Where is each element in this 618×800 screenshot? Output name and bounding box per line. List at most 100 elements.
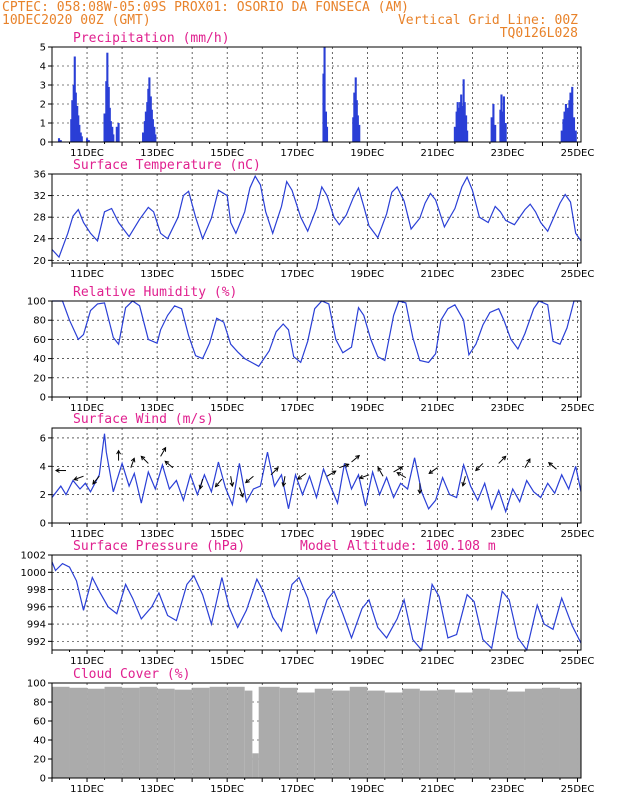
y-tick-label: 60 (33, 717, 46, 728)
humidity-title: Relative Humidity (%) (73, 285, 237, 300)
y-tick-label: 20 (33, 256, 46, 267)
x-tick-label: 19DEC (350, 269, 384, 280)
precip-bar (106, 52, 109, 143)
x-tick-label: 13DEC (140, 529, 174, 540)
wind-arrow-head (130, 457, 136, 463)
humidity-frame (51, 300, 582, 398)
cloud-bar (209, 686, 228, 778)
wind-arrow-head (164, 460, 170, 466)
precip-bar (147, 88, 150, 142)
wind-arrow (498, 456, 507, 464)
precip-bar (115, 126, 118, 142)
precip-bar (87, 140, 90, 142)
wind-arrow (428, 467, 438, 474)
precip-bar (111, 126, 114, 142)
wind-arrow (199, 478, 204, 489)
x-tick-label: 19DEC (350, 529, 384, 540)
wind-arrow-head (344, 463, 350, 468)
cloud-bar (297, 692, 315, 778)
precip-bar (149, 96, 152, 142)
wind-arrow-head (281, 482, 287, 488)
x-tick-label: 13DEC (140, 148, 174, 159)
x-tick-label: 17DEC (280, 529, 314, 540)
wind-arrow-head (398, 466, 404, 471)
wind-arrow (339, 463, 349, 469)
wind-arrow (297, 472, 307, 480)
precip-bar (354, 77, 357, 142)
wind-arrow-head (501, 455, 507, 461)
x-tick-label: 11DEC (70, 529, 104, 540)
x-tick-label: 25DEC (561, 148, 595, 159)
cloud-bar (437, 689, 455, 778)
precip-bar (117, 123, 120, 142)
precip-bar (148, 77, 151, 142)
precip-bar (144, 111, 147, 142)
x-tick-label: 13DEC (140, 269, 174, 280)
y-tick-label: 24 (33, 234, 46, 245)
precip-bar (76, 105, 79, 142)
x-tick-label: 13DEC (140, 403, 174, 414)
x-tick-label: 17DEC (280, 148, 314, 159)
y-tick-label: 60 (33, 335, 46, 346)
pressure-panel: Surface Pressure (hPa) Model Altitude: 10… (21, 539, 595, 667)
temperature-line (51, 174, 582, 259)
x-tick-label: 21DEC (420, 269, 454, 280)
precip-bar (352, 117, 355, 142)
precip-bar (465, 115, 468, 142)
x-tick-label: 21DEC (420, 784, 454, 795)
precip-bar (73, 56, 76, 142)
precip-bar (70, 119, 73, 142)
cloud-bar (419, 690, 438, 778)
wind-arrow-head (377, 466, 382, 472)
wind-arrow-head (331, 470, 337, 475)
x-tick-label: 11DEC (70, 403, 104, 414)
cloud-bar (279, 687, 298, 778)
precip-bar (324, 111, 328, 142)
x-tick-label: 21DEC (420, 403, 454, 414)
y-tick-label: 0 (40, 774, 46, 785)
precip-bar (459, 102, 462, 142)
x-tick-label: 15DEC (210, 269, 244, 280)
x-tick-label: 15DEC (210, 403, 244, 414)
wind-arrow (377, 467, 384, 477)
precip-bar (71, 100, 74, 142)
wind-arrow (215, 478, 223, 488)
precip-bar (456, 102, 459, 142)
temperature-title: Surface Temperature (nC) (73, 158, 261, 173)
x-tick-label: 25DEC (561, 269, 595, 280)
precip-bar (325, 126, 329, 142)
wind-arrow-head (245, 478, 250, 484)
wind-panel: Surface Wind (m/s) 0 2 4 6 11DEC 13DEC 15DEC 17D… (40, 412, 595, 540)
precip-bar (78, 124, 81, 142)
wind-arrow-head (140, 455, 146, 461)
wind-arrow (92, 475, 100, 485)
precip-bar (455, 111, 458, 142)
temperature-panel: Surface Temperature (nC) 20 24 28 32 36 11DEC 1… (33, 158, 594, 280)
y-tick-label: 992 (27, 637, 46, 648)
y-tick-label: 80 (33, 698, 46, 709)
precip-bar (462, 79, 465, 142)
precip-bar (562, 119, 565, 142)
cloud-bar (577, 687, 581, 778)
y-tick-label: 4 (40, 462, 46, 473)
y-tick-label: 32 (33, 191, 46, 202)
precip-bar (569, 92, 572, 142)
wind-arrow (130, 458, 135, 468)
model-altitude-label: Model Altitude: 100.108 m (300, 539, 496, 554)
wind-arrow-head (475, 466, 480, 472)
y-tick-label: 80 (33, 316, 46, 327)
precip-bar (356, 115, 359, 142)
precip-bar (563, 111, 566, 142)
x-tick-label: 13DEC (140, 784, 174, 795)
wind-title: Surface Wind (m/s) (73, 412, 214, 427)
precip-bar (103, 113, 106, 142)
x-tick-label: 25DEC (561, 656, 595, 667)
precip-bar (565, 115, 569, 142)
wind-arrow (548, 462, 557, 470)
precip-bar (500, 94, 503, 142)
precip-bar (322, 73, 325, 142)
precip-bar (153, 126, 156, 142)
y-tick-label: 994 (27, 620, 46, 631)
wind-arrow (140, 456, 149, 464)
x-tick-label: 23DEC (491, 269, 525, 280)
